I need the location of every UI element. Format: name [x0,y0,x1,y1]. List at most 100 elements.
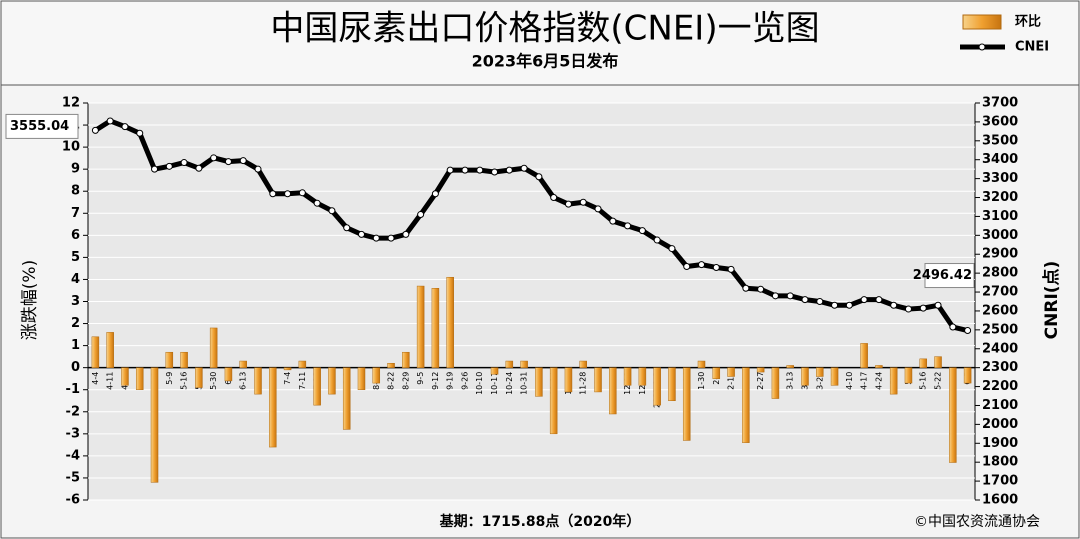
x-tick-label: 7-4 [283,372,292,385]
line-point [151,165,159,173]
line-point [845,301,853,309]
bar [269,367,277,448]
line-point [91,126,99,134]
y-tick-label: 9 [71,162,80,177]
line-point [949,323,957,331]
line-point [136,129,144,137]
bar [949,367,957,463]
bar [623,367,632,386]
line-point [742,284,750,292]
line-point [505,166,513,174]
x-tick-label: 2-27 [756,372,765,390]
bar [298,360,307,368]
bar [549,367,558,435]
bar [712,367,721,379]
bar [697,360,706,368]
line-point [727,265,735,273]
line-point [771,292,779,300]
x-tick-label: 10-17 [490,372,499,395]
x-tick-label: 1-30 [697,372,706,390]
line-point [402,230,410,238]
x-tick-label: 4-10 [845,372,854,390]
bar [535,367,543,397]
line-point [180,159,188,167]
line-point [491,168,499,176]
bar [771,367,780,399]
bar [431,288,440,368]
source: ©中国农资流通协会 [914,514,1040,530]
bar [150,367,159,483]
y-tick-label: 6 [71,228,80,243]
line-point [801,296,809,304]
y2-tick-label: 3200 [982,190,1018,205]
line-point [831,301,839,309]
y-tick-label: 5 [71,250,80,265]
y2-tick-label: 2800 [982,266,1018,281]
line-point [417,211,425,219]
y2-tick-label: 1600 [982,493,1018,508]
bar [402,351,410,368]
callout-box [924,263,975,289]
x-tick-label: 9-5 [416,372,425,385]
y-tick-label: 10 [62,140,80,155]
x-tick-label: 4-24 [874,372,883,390]
bar [638,367,647,386]
callout-label: 3555.04 [10,119,69,134]
line-point [461,166,469,174]
bar [505,360,514,368]
bar [801,367,809,386]
line-point [328,207,336,215]
line-point [816,298,824,305]
line-point [535,173,543,181]
bar [564,367,573,393]
x-tick-label: 10-24 [505,372,514,395]
y2-tick-label: 1700 [982,474,1018,489]
line-point [698,261,706,269]
x-tick-label: 6-13 [239,372,248,390]
y-tick-label: -3 [66,426,80,441]
line-point [313,199,321,207]
bar [357,367,366,390]
footnote: 基期：1715.88点（2020年） [440,513,641,530]
bar [742,367,750,443]
y2-tick-label: 2000 [982,417,1018,432]
y2-tick-label: 3700 [982,96,1018,111]
y2-tick-label: 2100 [982,398,1018,413]
bar [963,367,972,384]
x-tick-label: 9-19 [446,372,455,390]
line-point [579,198,587,206]
x-tick-label: 10-31 [520,372,529,395]
bar [816,367,824,377]
bar [224,367,233,382]
x-tick-label: 8-29 [401,372,410,390]
chart-subtitle: 2023年6月5日发布 [472,52,619,71]
x-tick-label: 8-22 [387,372,396,390]
line-point [919,304,927,312]
bar [904,367,913,384]
line-point [284,190,292,198]
bar [165,351,174,368]
legend-label: CNEI [1015,40,1049,55]
line-point [624,222,632,230]
y-tick-label: 2 [71,316,80,331]
bar [106,332,114,368]
line-point [210,154,218,162]
line-point [254,165,262,173]
line-point [372,234,380,242]
x-tick-label: 5-16 [180,372,189,390]
x-tick-label: 5-16 [919,372,928,390]
header [0,0,1080,86]
bar [934,356,942,368]
line-point [106,117,114,125]
line-point [875,296,883,304]
x-tick-label: 7-11 [298,372,307,390]
line-point [638,227,646,235]
x-tick-label: 2-13 [727,372,736,390]
bar [756,367,765,373]
bar [875,365,883,368]
line-point [609,217,617,225]
bar [372,367,381,384]
line-point [298,189,306,197]
bar [653,367,661,406]
